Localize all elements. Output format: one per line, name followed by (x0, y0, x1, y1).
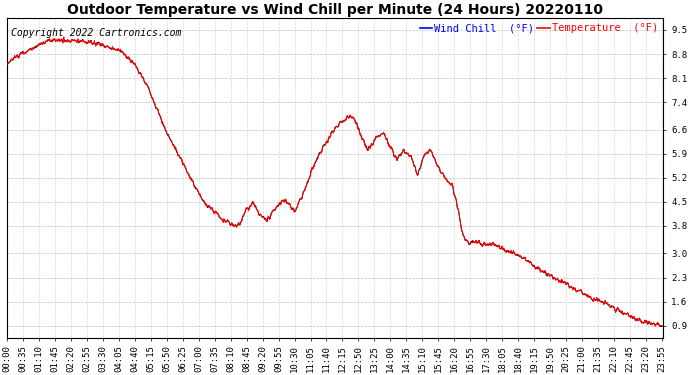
Title: Outdoor Temperature vs Wind Chill per Minute (24 Hours) 20220110: Outdoor Temperature vs Wind Chill per Mi… (68, 3, 603, 17)
Legend: Wind Chill  (°F), Temperature  (°F): Wind Chill (°F), Temperature (°F) (420, 23, 658, 33)
Text: Copyright 2022 Cartronics.com: Copyright 2022 Cartronics.com (10, 27, 181, 38)
